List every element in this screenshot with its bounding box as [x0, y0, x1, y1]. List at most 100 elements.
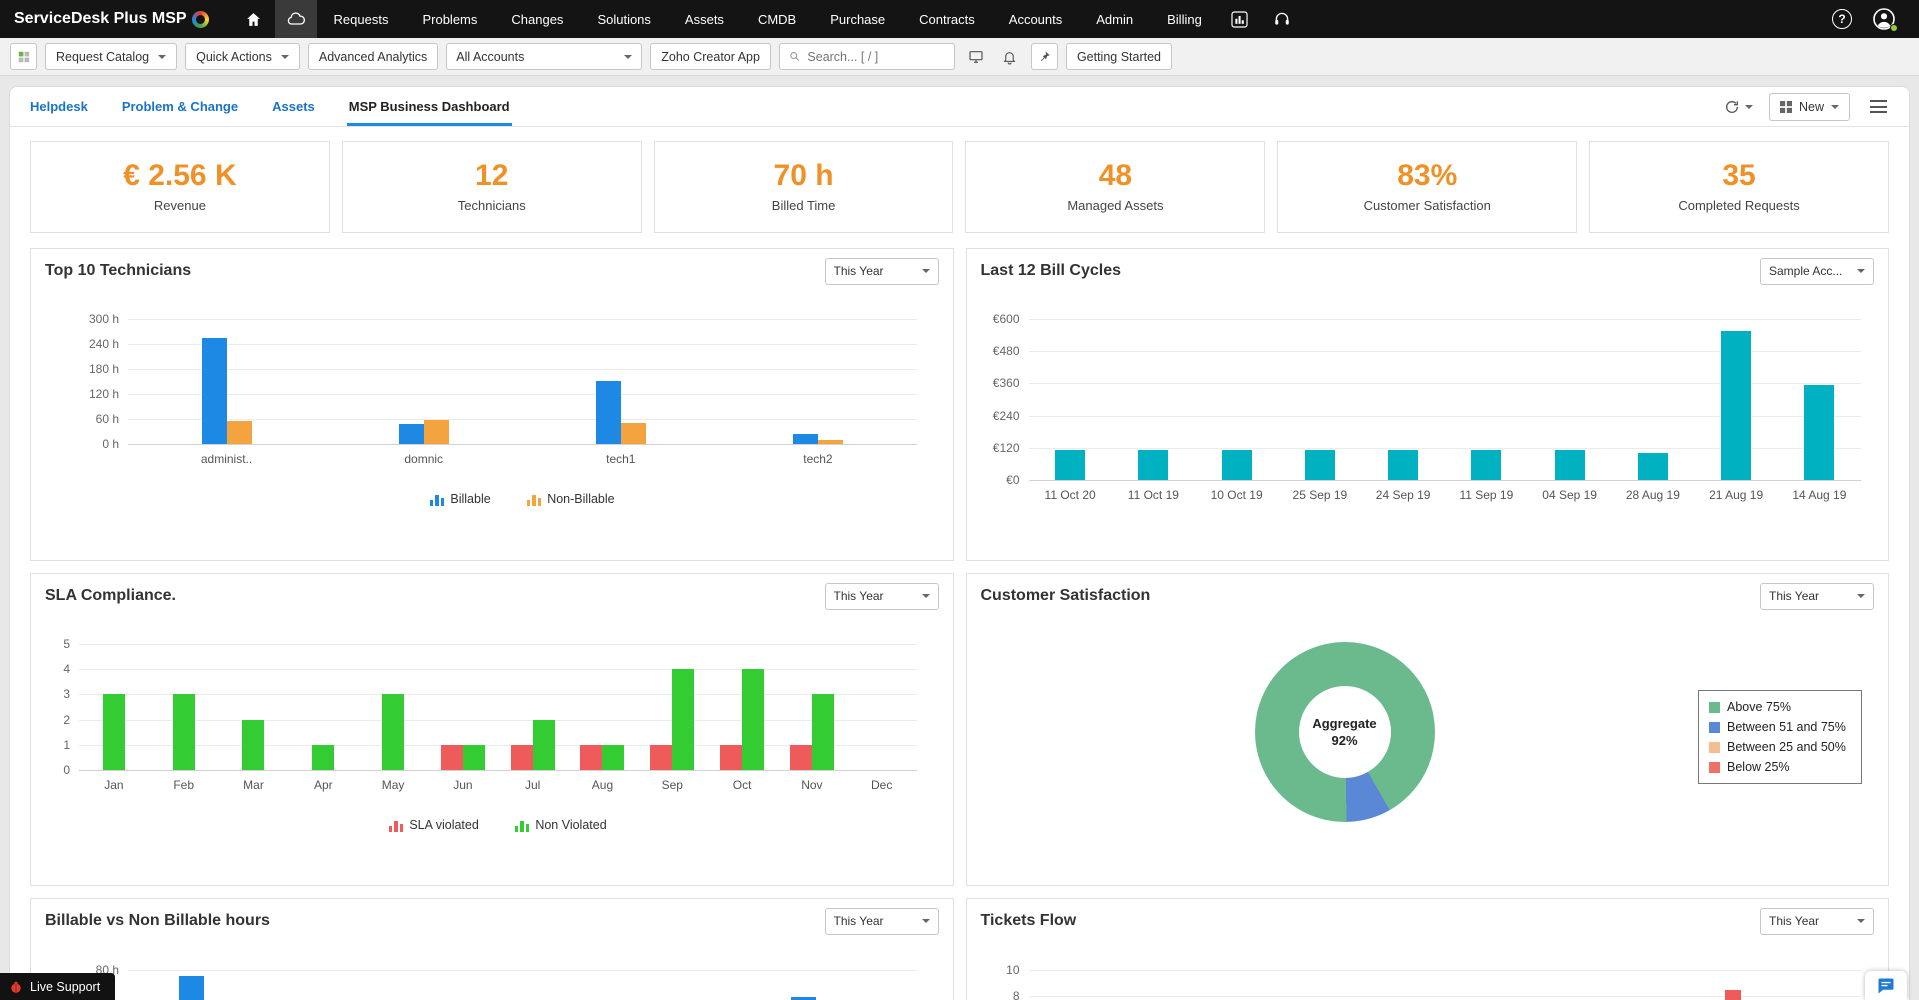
bar-non-violated[interactable]: [382, 694, 405, 770]
bar-bill-amount[interactable]: [1721, 331, 1752, 480]
brand-text: ServiceDesk Plus MSP: [14, 10, 187, 27]
nav-item-problems[interactable]: Problems: [422, 11, 478, 27]
zoho-creator-app-button[interactable]: Zoho Creator App: [650, 43, 771, 70]
bar-non-billable[interactable]: [817, 440, 843, 444]
nav-item-accounts[interactable]: Accounts: [1008, 11, 1063, 27]
nav-item-billing[interactable]: Billing: [1167, 11, 1202, 27]
request-catalog-dropdown[interactable]: Request Catalog: [45, 43, 178, 70]
bar[interactable]: [1724, 990, 1741, 1000]
bar-bill-amount[interactable]: [1471, 450, 1502, 480]
bar-sla-violated[interactable]: [650, 745, 673, 770]
bar-non-violated[interactable]: [102, 694, 125, 770]
tab-helpdesk[interactable]: Helpdesk: [30, 99, 88, 114]
home-icon[interactable]: [233, 0, 275, 38]
billable-period-dropdown[interactable]: This Year: [824, 907, 939, 935]
billcycles-account-dropdown[interactable]: Sample Acc...: [1760, 257, 1874, 285]
bar-sla-violated[interactable]: [510, 745, 533, 770]
bar-bill-amount[interactable]: [1221, 450, 1252, 480]
csat-period-dropdown[interactable]: This Year: [1760, 582, 1874, 610]
kpi-completed-requests[interactable]: 35 Completed Requests: [1589, 141, 1889, 233]
kpi-revenue[interactable]: € 2.56 K Revenue: [30, 141, 330, 233]
bar-billable[interactable]: [595, 381, 621, 444]
bar-sla-violated[interactable]: [720, 745, 743, 770]
bar-non-violated[interactable]: [811, 694, 834, 770]
bar-sla-violated[interactable]: [580, 745, 603, 770]
bar-sla-violated[interactable]: [440, 745, 463, 770]
bar-bill-amount[interactable]: [1637, 453, 1668, 480]
nav-item-contracts[interactable]: Contracts: [919, 11, 975, 27]
kpi-billed-time[interactable]: 70 h Billed Time: [653, 141, 954, 233]
nav-item-admin[interactable]: Admin: [1096, 11, 1134, 27]
x-axis-label: 04 Sep 19: [1542, 488, 1597, 502]
legend-item[interactable]: Between 25 and 50%: [1709, 740, 1851, 754]
msp-cloud-icon[interactable]: [274, 0, 317, 38]
bar-non-violated[interactable]: [532, 720, 555, 770]
bar-bill-amount[interactable]: [1138, 450, 1169, 480]
bar[interactable]: [791, 997, 816, 1000]
notifications-bell-icon[interactable]: [997, 43, 1023, 70]
quick-actions-dropdown[interactable]: Quick Actions: [185, 43, 300, 70]
kpi-technicians[interactable]: 12 Technicians: [341, 141, 642, 233]
tickets-period-dropdown[interactable]: This Year: [1760, 907, 1874, 935]
kpi-label: Completed Requests: [1678, 198, 1800, 213]
live-support-badge[interactable]: Live Support: [0, 973, 116, 1000]
accounts-filter-select[interactable]: All Accounts: [446, 43, 643, 70]
bar-non-violated[interactable]: [672, 669, 695, 770]
kpi-customer-satisfaction[interactable]: 83% Customer Satisfaction: [1277, 141, 1578, 233]
nav-item-changes[interactable]: Changes: [511, 11, 564, 27]
bar-bill-amount[interactable]: [1055, 450, 1086, 480]
bar-non-billable[interactable]: [226, 421, 252, 444]
bar-non-violated[interactable]: [742, 669, 765, 770]
top10-period-dropdown[interactable]: This Year: [824, 257, 939, 285]
legend-item[interactable]: Non Violated: [514, 818, 607, 832]
nav-item-requests[interactable]: Requests: [333, 11, 389, 27]
bar-non-violated[interactable]: [242, 720, 265, 770]
legend-item[interactable]: Non-Billable: [526, 492, 615, 506]
bar-billable[interactable]: [398, 424, 424, 444]
getting-started-button[interactable]: Getting Started: [1065, 43, 1173, 70]
tab-assets[interactable]: Assets: [272, 99, 315, 114]
bar-non-violated[interactable]: [602, 745, 625, 770]
bar-non-violated[interactable]: [462, 745, 485, 770]
legend-item[interactable]: Below 25%: [1709, 760, 1851, 774]
tab-problem-change[interactable]: Problem & Change: [121, 99, 239, 114]
user-avatar-icon[interactable]: [1863, 0, 1905, 38]
search-input[interactable]: [807, 49, 945, 64]
bar-bill-amount[interactable]: [1554, 450, 1585, 480]
advanced-analytics-button[interactable]: Advanced Analytics: [307, 43, 439, 70]
bar-billable[interactable]: [201, 338, 227, 444]
sla-period-dropdown[interactable]: This Year: [824, 582, 939, 610]
remote-session-icon[interactable]: [963, 43, 989, 70]
nav-item-cmdb[interactable]: CMDB: [757, 11, 797, 27]
donut-chart[interactable]: Aggregate 92%: [1254, 642, 1435, 822]
announcement-pin-icon[interactable]: [1030, 43, 1058, 70]
nav-item-solutions[interactable]: Solutions: [597, 11, 651, 27]
bar-non-violated[interactable]: [172, 694, 195, 770]
kpi-managed-assets[interactable]: 48 Managed Assets: [965, 141, 1266, 233]
bar-billable[interactable]: [792, 434, 818, 444]
request-template-icon[interactable]: [10, 43, 37, 70]
reports-chart-icon[interactable]: [1219, 0, 1261, 38]
new-button[interactable]: New: [1768, 92, 1850, 121]
nav-item-purchase[interactable]: Purchase: [830, 11, 886, 27]
bar-non-billable[interactable]: [423, 420, 449, 444]
headset-icon[interactable]: [1261, 0, 1303, 38]
bar-non-violated[interactable]: [312, 745, 335, 770]
bar-bill-amount[interactable]: [1304, 450, 1335, 480]
help-icon[interactable]: ?: [1821, 0, 1863, 38]
legend-item[interactable]: Billable: [429, 492, 491, 506]
tab-msp-business-dashboard[interactable]: MSP Business Dashboard: [346, 87, 512, 126]
bar-bill-amount[interactable]: [1388, 450, 1419, 480]
refresh-button[interactable]: [1724, 99, 1753, 115]
brand-logo[interactable]: ServiceDesk Plus MSP: [14, 10, 209, 28]
bar-bill-amount[interactable]: [1804, 385, 1835, 480]
legend-item[interactable]: Above 75%: [1709, 700, 1851, 714]
chat-button[interactable]: [1865, 971, 1907, 1000]
legend-item[interactable]: Between 51 and 75%: [1709, 720, 1851, 734]
legend-item[interactable]: SLA violated: [388, 818, 479, 832]
menu-button[interactable]: [1866, 96, 1891, 117]
bar[interactable]: [179, 976, 204, 1000]
bar-sla-violated[interactable]: [789, 745, 812, 770]
nav-item-assets[interactable]: Assets: [684, 11, 724, 27]
bar-non-billable[interactable]: [620, 423, 646, 444]
